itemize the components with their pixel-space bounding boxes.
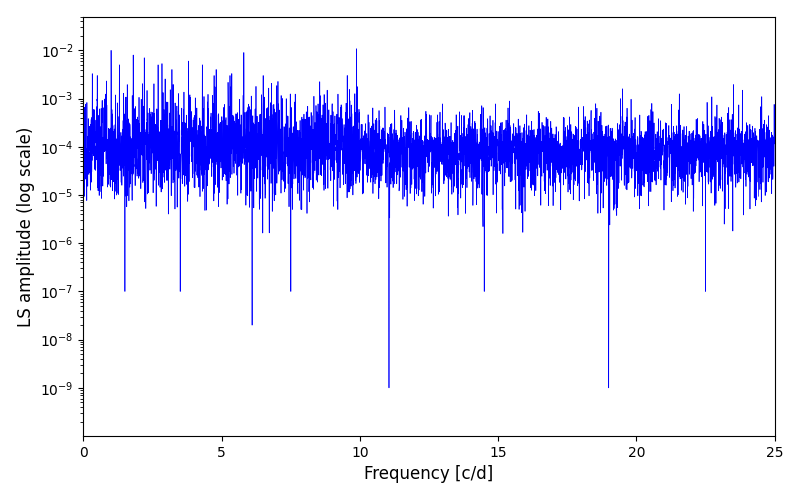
X-axis label: Frequency [c/d]: Frequency [c/d] (364, 466, 494, 483)
Y-axis label: LS amplitude (log scale): LS amplitude (log scale) (17, 126, 34, 326)
